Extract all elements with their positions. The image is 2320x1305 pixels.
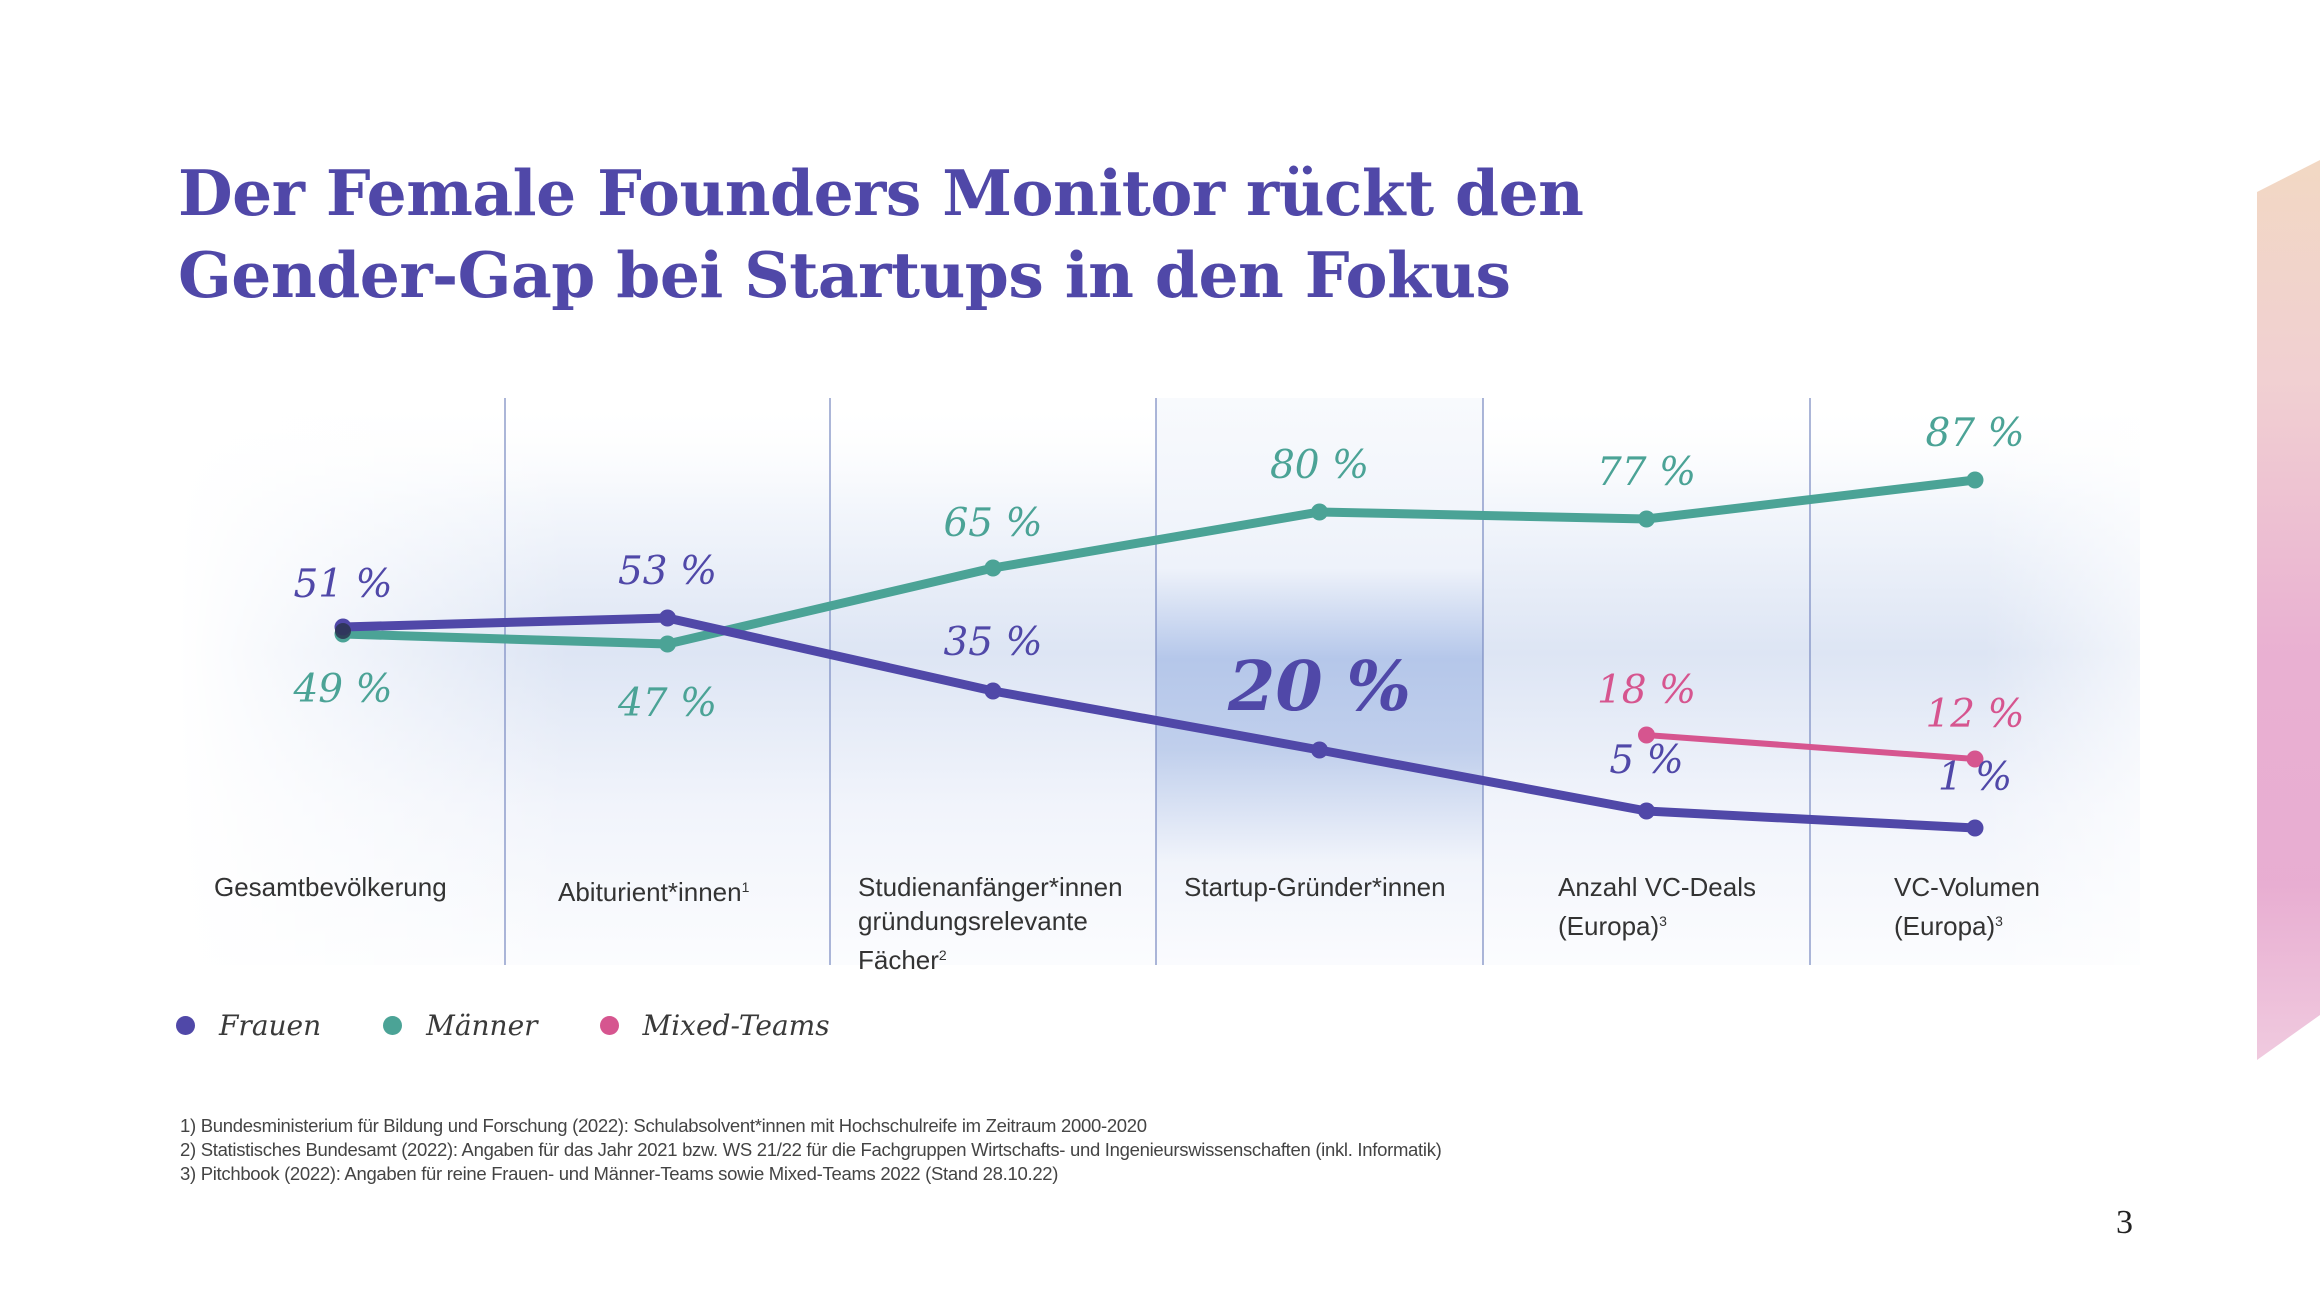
data-point-frauen: [984, 682, 1002, 700]
legend-dot-icon: [176, 1015, 195, 1035]
footnote-marker: 3: [1659, 913, 1667, 929]
data-point-frauen: [1638, 802, 1655, 820]
value-label-frauen: 20 %: [1228, 647, 1411, 727]
legend-label: Frauen: [219, 1008, 322, 1042]
chart-legend: Frauen Männer Mixed-Teams: [176, 1005, 892, 1045]
footnotes: 1) Bundesministerium für Bildung und For…: [180, 1114, 1442, 1186]
category-label: VC-Volumen (Europa)3: [1894, 870, 2040, 943]
data-point-maenner: [984, 559, 1002, 577]
legend-label: Mixed-Teams: [642, 1008, 830, 1042]
category-label-text: Startup-Gründer*innen: [1184, 872, 1446, 902]
category-label: Startup-Gründer*innen: [1184, 870, 1446, 904]
data-point-mixed: [1638, 726, 1655, 744]
category-label: Abiturient*innen1: [558, 870, 749, 909]
value-label-maenner: 65 %: [943, 501, 1043, 546]
category-label: Gesamtbevölkerung: [214, 870, 447, 904]
line-chart: [178, 398, 2140, 965]
data-point-frauen: [659, 609, 676, 627]
legend-dot-icon: [383, 1015, 403, 1035]
value-label-mixed: 12 %: [1925, 692, 2025, 737]
legend-label: Männer: [426, 1008, 538, 1042]
data-point-frauen: [1966, 819, 1984, 837]
series-line-frauen: [338, 613, 1980, 833]
page-number: 3: [2116, 1204, 2133, 1241]
title-line-1: Der Female Founders Monitor rückt den: [178, 156, 1584, 230]
footnote-1: 1) Bundesministerium für Bildung und For…: [180, 1115, 1147, 1136]
value-label-frauen: 5 %: [1609, 738, 1684, 783]
chart-background-fade: [178, 398, 2140, 965]
category-label-text: Abiturient*innen: [558, 877, 742, 907]
decorative-gradient-strip: [2257, 160, 2320, 1060]
value-label-maenner: 87 %: [1925, 411, 2025, 456]
category-label-text: Anzahl VC-Deals (Europa): [1558, 872, 1756, 941]
data-point-frauen: [1311, 741, 1328, 759]
footnote-2: 2) Statistisches Bundesamt (2022): Angab…: [180, 1139, 1442, 1160]
category-label: Studienanfänger*innen gründungsrelevante…: [858, 870, 1123, 977]
series-line-mixed: [1643, 732, 1978, 762]
legend-item-mixed: Mixed-Teams: [599, 1008, 830, 1042]
footnote-marker: 3: [1995, 913, 2003, 929]
data-point-maenner: [659, 635, 676, 653]
value-label-frauen: 51 %: [293, 562, 393, 607]
footnote-3: 3) Pitchbook (2022): Angaben für reine F…: [180, 1163, 1059, 1184]
value-label-maenner: 80 %: [1269, 443, 1370, 488]
data-point-maenner: [1311, 503, 1328, 521]
start-point-overlap: [335, 623, 351, 639]
category-label: Anzahl VC-Deals (Europa)3: [1558, 870, 1756, 943]
data-point-maenner: [1966, 471, 1984, 489]
category-label-text: VC-Volumen (Europa): [1894, 872, 2040, 941]
value-label-mixed: 18 %: [1596, 668, 1697, 713]
data-point-mixed: [1966, 750, 1984, 768]
value-label-frauen: 35 %: [943, 620, 1043, 665]
page-title: Der Female Founders Monitor rückt den Ge…: [178, 152, 1584, 316]
legend-item-maenner: Männer: [383, 1008, 538, 1042]
value-label-maenner: 77 %: [1596, 450, 1697, 495]
footnote-marker: 2: [938, 947, 947, 963]
footnote-marker: 1: [741, 879, 750, 895]
title-line-2: Gender-Gap bei Startups in den Fokus: [178, 238, 1511, 312]
legend-dot-icon: [599, 1015, 619, 1035]
value-label-maenner: 49 %: [293, 667, 393, 712]
series-line-maenner: [338, 475, 1980, 649]
legend-item-frauen: Frauen: [176, 1009, 321, 1042]
value-label-frauen: 1 %: [1937, 755, 2013, 800]
category-label-text: Gesamtbevölkerung: [214, 872, 447, 902]
value-label-frauen: 53 %: [617, 549, 718, 594]
category-label-text: Studienanfänger*innen gründungsrelevante…: [858, 872, 1123, 975]
data-point-maenner: [1638, 510, 1655, 528]
value-label-maenner: 47 %: [617, 681, 718, 726]
